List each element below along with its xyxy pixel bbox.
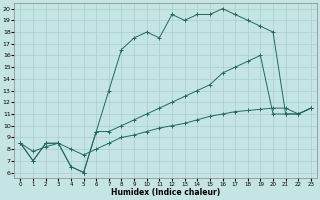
X-axis label: Humidex (Indice chaleur): Humidex (Indice chaleur): [111, 188, 220, 197]
